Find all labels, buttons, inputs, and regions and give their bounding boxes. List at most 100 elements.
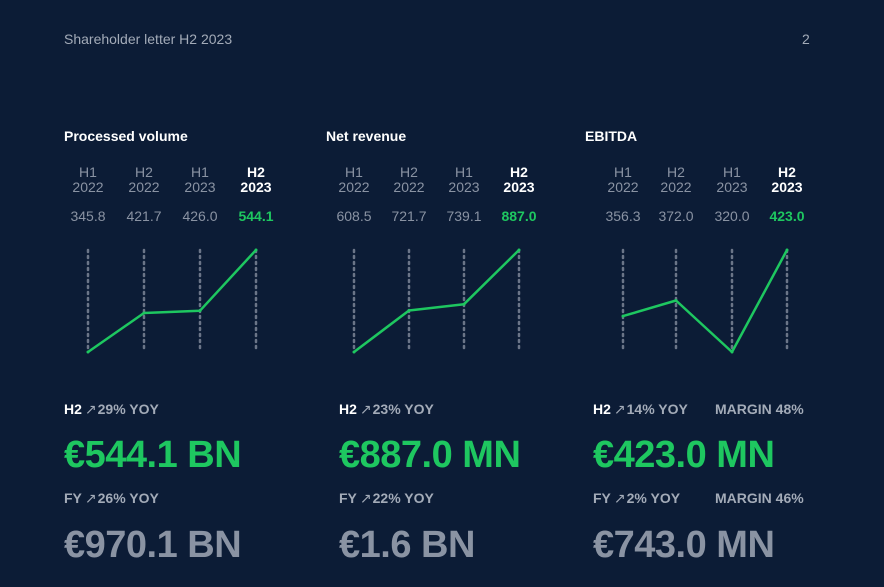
- period-label: H2 2022: [119, 165, 169, 195]
- header-title: Shareholder letter H2 2023: [64, 31, 233, 47]
- h2-period-tag: H2: [339, 401, 357, 417]
- period-label: H1 2022: [598, 165, 648, 195]
- data-label-current: 423.0: [769, 208, 805, 224]
- data-label: 421.7: [126, 208, 162, 224]
- period-year: 2023: [716, 179, 748, 195]
- period-year: 2023: [240, 179, 272, 195]
- data-label: 739.1: [446, 208, 482, 224]
- period-half: H1: [455, 164, 473, 180]
- data-label: 320.0: [714, 208, 750, 224]
- series-line: [621, 248, 789, 354]
- fy-value: €743.0 MN: [593, 524, 775, 566]
- fy-yoy-text: 22% YOY: [372, 490, 434, 506]
- period-label-current: H2 2023: [762, 165, 812, 195]
- period-half: H1: [191, 164, 209, 180]
- panel-processed-volume: Processed volume H1 2022 H2 2022 H1 2023…: [64, 0, 314, 587]
- panel-title: EBITDA: [585, 128, 638, 144]
- arrow-up-right-icon: ↗: [84, 490, 97, 506]
- data-point: [352, 350, 356, 354]
- page-number: 2: [802, 31, 810, 47]
- fy-yoy-label: FY ↗22% YOY: [339, 490, 434, 507]
- fy-yoy-text: 2% YOY: [626, 490, 681, 506]
- data-point: [198, 309, 202, 313]
- sparkline-chart: [352, 248, 521, 354]
- period-year: 2023: [771, 179, 803, 195]
- period-half: H2: [510, 164, 528, 180]
- period-half: H1: [723, 164, 741, 180]
- h2-yoy-text: 14% YOY: [626, 401, 688, 417]
- arrow-up-right-icon: ↗: [613, 490, 626, 506]
- fy-period-tag: FY: [593, 490, 611, 506]
- period-year: 2022: [72, 179, 104, 195]
- h2-yoy-label: H2 ↗14% YOY: [593, 401, 688, 418]
- data-point: [462, 302, 466, 306]
- period-half: H2: [778, 164, 796, 180]
- data-point: [254, 248, 258, 252]
- period-label-current: H2 2023: [494, 165, 544, 195]
- period-half: H1: [345, 164, 363, 180]
- arrow-up-right-icon: ↗: [84, 401, 97, 417]
- period-year: 2023: [448, 179, 480, 195]
- series-line: [352, 248, 521, 354]
- arrow-up-right-icon: ↗: [613, 401, 626, 417]
- data-label-current: 544.1: [238, 208, 274, 224]
- data-label: 356.3: [605, 208, 641, 224]
- panel-title: Processed volume: [64, 128, 188, 144]
- period-label: H1 2022: [63, 165, 113, 195]
- h2-value: €423.0 MN: [593, 434, 775, 476]
- period-label: H1 2023: [175, 165, 225, 195]
- period-half: H2: [135, 164, 153, 180]
- period-half: H2: [400, 164, 418, 180]
- h2-period-tag: H2: [593, 401, 611, 417]
- period-label: H2 2022: [384, 165, 434, 195]
- period-half: H2: [247, 164, 265, 180]
- series-line: [86, 248, 258, 354]
- data-label: 426.0: [182, 208, 218, 224]
- data-point: [142, 311, 146, 315]
- data-point: [517, 248, 521, 252]
- period-year: 2022: [128, 179, 160, 195]
- period-label: H2 2022: [651, 165, 701, 195]
- sparkline-chart: [621, 248, 789, 354]
- h2-margin-label: MARGIN 48%: [715, 401, 804, 417]
- h2-period-tag: H2: [64, 401, 82, 417]
- h2-yoy-label: H2 ↗23% YOY: [339, 401, 434, 418]
- h2-yoy-text: 29% YOY: [97, 401, 159, 417]
- period-year: 2022: [393, 179, 425, 195]
- fy-yoy-text: 26% YOY: [97, 490, 159, 506]
- fy-value: €1.6 BN: [339, 524, 475, 566]
- data-label-current: 887.0: [501, 208, 537, 224]
- data-point: [730, 350, 734, 354]
- fy-yoy-label: FY ↗2% YOY: [593, 490, 680, 507]
- arrow-up-right-icon: ↗: [359, 401, 372, 417]
- fy-value: €970.1 BN: [64, 524, 242, 566]
- period-label: H1 2023: [707, 165, 757, 195]
- period-label: H1 2023: [439, 165, 489, 195]
- period-year: 2022: [607, 179, 639, 195]
- h2-value: €544.1 BN: [64, 434, 242, 476]
- period-half: H1: [79, 164, 97, 180]
- period-year: 2022: [338, 179, 370, 195]
- data-point: [86, 350, 90, 354]
- period-year: 2023: [184, 179, 216, 195]
- data-point: [407, 309, 411, 312]
- h2-yoy-text: 23% YOY: [372, 401, 434, 417]
- period-half: H1: [614, 164, 632, 180]
- arrow-up-right-icon: ↗: [359, 490, 372, 506]
- data-label: 608.5: [336, 208, 372, 224]
- sparkline-chart: [86, 248, 258, 354]
- fy-yoy-label: FY ↗26% YOY: [64, 490, 159, 507]
- period-half: H2: [667, 164, 685, 180]
- period-year: 2022: [660, 179, 692, 195]
- panel-title: Net revenue: [326, 128, 407, 144]
- period-label: H1 2022: [329, 165, 379, 195]
- data-label: 372.0: [658, 208, 694, 224]
- fy-period-tag: FY: [64, 490, 82, 506]
- data-point: [785, 248, 789, 252]
- h2-value: €887.0 MN: [339, 434, 521, 476]
- panel-net-revenue: Net revenue H1 2022 H2 2022 H1 2023 H2 2…: [326, 0, 576, 587]
- fy-margin-label: MARGIN 46%: [715, 490, 804, 506]
- data-point: [674, 299, 678, 302]
- data-label: 345.8: [70, 208, 106, 224]
- panel-ebitda: EBITDA H1 2022 H2 2022 H1 2023 H2 2023 3…: [585, 0, 835, 587]
